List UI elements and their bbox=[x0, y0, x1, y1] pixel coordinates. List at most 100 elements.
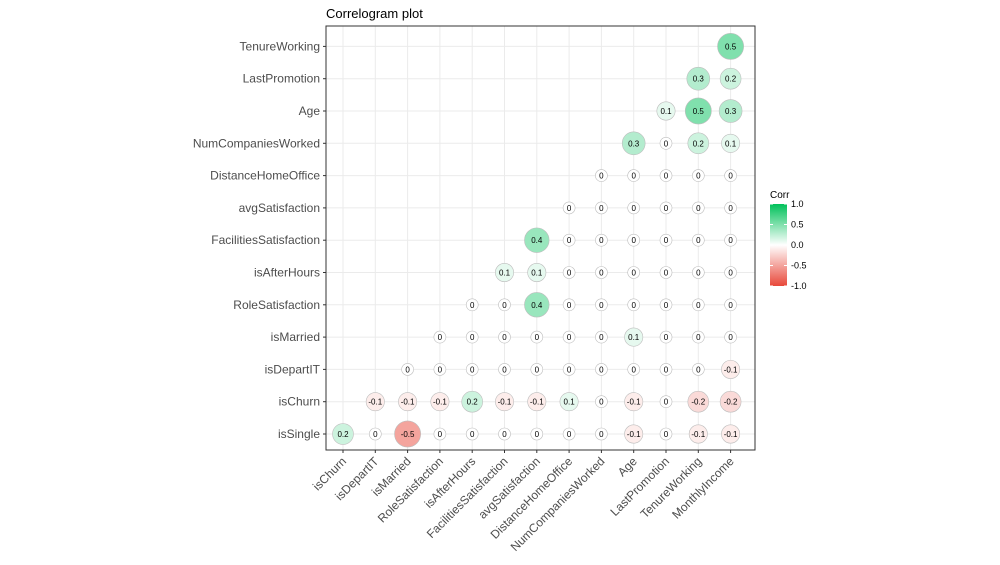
x-tick-label: Age bbox=[615, 454, 640, 479]
corr-value-label: 0 bbox=[664, 172, 669, 181]
corr-circle bbox=[498, 298, 511, 312]
corr-value-label: 0 bbox=[728, 301, 733, 310]
corr-circle bbox=[627, 363, 641, 376]
corr-value-label: 0 bbox=[696, 301, 701, 310]
y-tick-label: isSingle bbox=[278, 427, 320, 441]
corr-circle bbox=[595, 233, 608, 247]
corr-value-label: 0 bbox=[696, 269, 701, 278]
corr-circle bbox=[562, 201, 576, 215]
corr-circle bbox=[691, 233, 705, 247]
corr-value-label: -0.1 bbox=[724, 430, 738, 439]
chart-title: Correlogram plot bbox=[326, 6, 423, 21]
corr-value-label: 0 bbox=[502, 365, 507, 374]
corr-circle bbox=[724, 330, 737, 344]
corr-circle bbox=[530, 427, 544, 441]
corr-value-label: -0.1 bbox=[530, 398, 544, 407]
corr-value-label: 0 bbox=[728, 172, 733, 181]
corr-circle bbox=[595, 395, 608, 409]
corr-value-label: -0.1 bbox=[627, 398, 641, 407]
corr-circle bbox=[721, 359, 741, 379]
corr-value-label: 0.1 bbox=[564, 398, 576, 407]
x-axis-labels: isChurnisDepartITisMarriedRoleSatisfacti… bbox=[310, 450, 737, 554]
corr-circle bbox=[498, 330, 511, 344]
corr-circle bbox=[659, 266, 673, 279]
y-tick-label: avgSatisfaction bbox=[239, 201, 320, 215]
corr-circle bbox=[398, 392, 418, 412]
corr-circle bbox=[691, 266, 705, 279]
corr-value-label: 0.2 bbox=[467, 398, 479, 407]
corr-value-label: 0.4 bbox=[531, 301, 543, 310]
corr-value-label: 0 bbox=[567, 365, 572, 374]
corr-value-label: 0 bbox=[438, 333, 443, 342]
corr-value-label: -0.1 bbox=[401, 398, 415, 407]
legend-title: Corr bbox=[770, 190, 790, 201]
corr-circle bbox=[659, 137, 673, 150]
corr-value-label: 0.1 bbox=[660, 107, 672, 116]
corr-circle bbox=[686, 66, 711, 91]
corr-value-label: 0 bbox=[696, 204, 701, 213]
corr-circle bbox=[691, 363, 705, 376]
corr-circle bbox=[691, 169, 705, 182]
corr-circle bbox=[724, 233, 737, 247]
corr-circle bbox=[627, 169, 641, 182]
corr-circle bbox=[430, 392, 450, 412]
corr-circle bbox=[562, 233, 576, 247]
corr-circle bbox=[717, 33, 744, 60]
corr-value-label: -0.1 bbox=[368, 398, 382, 407]
corr-circle bbox=[498, 363, 511, 376]
corr-circle bbox=[562, 330, 576, 344]
corr-value-label: 0.1 bbox=[531, 269, 543, 278]
corr-value-label: 0 bbox=[567, 236, 572, 245]
corr-circle bbox=[527, 263, 547, 282]
corr-circle bbox=[595, 330, 608, 344]
corr-value-label: 0 bbox=[599, 365, 604, 374]
corr-value-label: 0 bbox=[664, 430, 669, 439]
corr-circle bbox=[659, 298, 673, 312]
corr-circle bbox=[659, 427, 673, 441]
corr-circle bbox=[595, 427, 608, 441]
corr-value-label: 0 bbox=[664, 333, 669, 342]
legend-tick-label: 0.5 bbox=[791, 220, 804, 230]
corr-circle bbox=[595, 201, 608, 215]
corr-circle bbox=[659, 363, 673, 376]
y-tick-label: LastPromotion bbox=[243, 72, 320, 86]
corr-value-label: 0 bbox=[696, 172, 701, 181]
corr-value-label: 0 bbox=[664, 301, 669, 310]
y-tick-label: isAfterHours bbox=[254, 266, 320, 280]
corr-circle bbox=[627, 266, 641, 279]
corr-value-label: 0 bbox=[438, 430, 443, 439]
corr-value-label: 0 bbox=[470, 333, 475, 342]
corr-value-label: 0 bbox=[696, 236, 701, 245]
corr-value-label: 0 bbox=[631, 269, 636, 278]
corr-value-label: -0.1 bbox=[691, 430, 705, 439]
corr-circle bbox=[530, 330, 544, 344]
corr-circle bbox=[691, 201, 705, 215]
corr-circle bbox=[688, 424, 708, 444]
y-tick-label: NumCompaniesWorked bbox=[193, 136, 320, 150]
corr-value-label: 0 bbox=[664, 398, 669, 407]
corr-value-label: 0 bbox=[664, 365, 669, 374]
corr-circle bbox=[524, 227, 550, 253]
corr-circle bbox=[687, 132, 710, 155]
corr-circle bbox=[724, 298, 737, 312]
y-tick-label: isDepartIT bbox=[265, 362, 321, 376]
corr-circle bbox=[624, 424, 644, 444]
corr-value-label: 0 bbox=[599, 172, 604, 181]
corr-value-label: 0 bbox=[438, 365, 443, 374]
corr-value-label: 0 bbox=[567, 269, 572, 278]
corr-circle bbox=[595, 298, 608, 312]
corr-value-label: 0 bbox=[599, 236, 604, 245]
corr-value-label: 0 bbox=[728, 269, 733, 278]
corr-circle bbox=[659, 233, 673, 247]
corr-value-label: 0 bbox=[664, 139, 669, 148]
corr-value-label: 0.2 bbox=[337, 430, 349, 439]
correlation-marks: 0.2 0 -0.5 0 0 0 0 0 0 -0.1 0 -0.1 -0.1 -0.1 -0.1 -0.1 0… bbox=[332, 33, 744, 448]
corr-circle bbox=[721, 424, 741, 444]
corr-value-label: 0.3 bbox=[693, 75, 705, 84]
corr-circle bbox=[724, 201, 737, 215]
corr-circle bbox=[495, 392, 514, 412]
corr-circle bbox=[465, 298, 479, 312]
corr-circle bbox=[562, 363, 576, 376]
corr-value-label: -0.1 bbox=[724, 365, 738, 374]
corr-value-label: 0 bbox=[728, 204, 733, 213]
